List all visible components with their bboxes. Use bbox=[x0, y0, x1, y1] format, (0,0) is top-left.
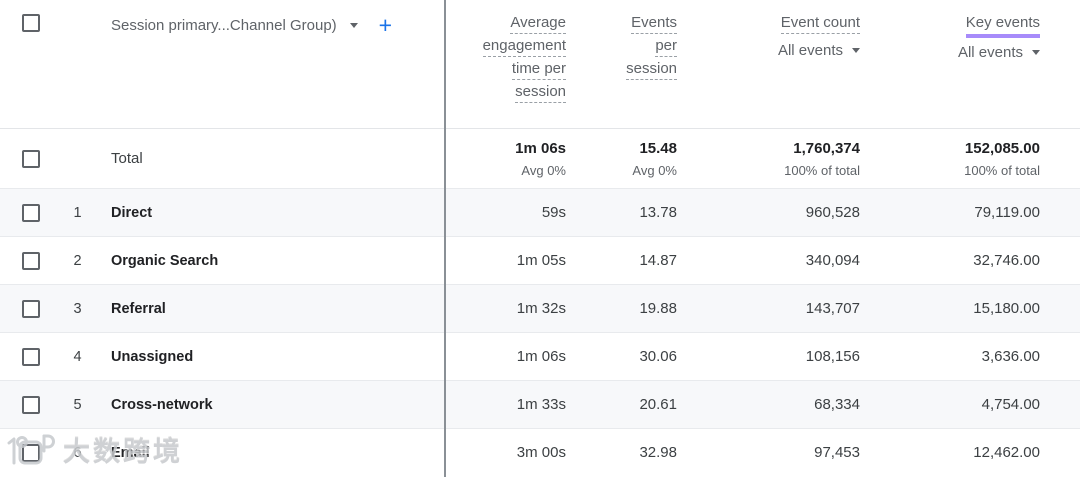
column-header-events-per-session[interactable]: Events per session bbox=[566, 0, 677, 128]
total-value: 15.48 bbox=[639, 139, 677, 157]
chevron-down-icon bbox=[852, 48, 860, 53]
cell-key-events: 32,746.00 bbox=[973, 252, 1040, 269]
channel-label: Cross-network bbox=[111, 396, 213, 413]
cell-key-events: 4,754.00 bbox=[981, 396, 1040, 413]
table-row: 1 Direct 59s 13.78 960,528 79,119.00 bbox=[0, 188, 1080, 236]
row-index: 1 bbox=[73, 204, 82, 221]
cell-events-per-session: 32.98 bbox=[639, 444, 677, 461]
channel-label: Referral bbox=[111, 300, 166, 317]
row-checkbox[interactable] bbox=[22, 443, 40, 462]
column-header-event-count[interactable]: Event count All events bbox=[677, 0, 860, 128]
row-checkbox[interactable] bbox=[22, 251, 40, 270]
total-checkbox-cell bbox=[0, 129, 60, 188]
cell-event-count: 143,707 bbox=[805, 300, 860, 317]
row-index: 6 bbox=[73, 444, 82, 461]
channel-label: Direct bbox=[111, 204, 153, 221]
total-avg-engagement-cell: 1m 06s Avg 0% bbox=[445, 129, 566, 188]
cell-key-events: 15,180.00 bbox=[973, 300, 1040, 317]
select-all-checkbox[interactable] bbox=[22, 14, 40, 32]
column-header-label-highlighted: Key events bbox=[965, 14, 1040, 38]
table-header-row: Session primary...Channel Group) + Avera… bbox=[0, 0, 1080, 128]
dimension-dropdown-label: Session primary...Channel Group) bbox=[111, 16, 337, 34]
cell-avg-engagement: 1m 32s bbox=[516, 300, 566, 317]
column-header-label: Event count bbox=[780, 14, 860, 34]
row-index: 5 bbox=[73, 396, 82, 413]
total-row-checkbox[interactable] bbox=[22, 149, 40, 168]
total-sub-label: Avg 0% bbox=[521, 162, 566, 178]
cell-event-count: 340,094 bbox=[805, 252, 860, 269]
filter-label: All events bbox=[777, 42, 843, 59]
cell-event-count: 960,528 bbox=[805, 204, 860, 221]
row-checkbox[interactable] bbox=[22, 299, 40, 318]
key-events-filter-dropdown[interactable]: All events bbox=[958, 44, 1040, 61]
cell-events-per-session: 13.78 bbox=[639, 204, 677, 221]
cell-events-per-session: 20.61 bbox=[639, 396, 677, 413]
column-header-key-events[interactable]: Key events All events bbox=[860, 0, 1080, 128]
total-value: 1m 06s bbox=[515, 139, 566, 157]
total-value: 152,085.00 bbox=[964, 139, 1040, 157]
column-resize-divider[interactable] bbox=[444, 0, 446, 477]
total-row: Total 1m 06s Avg 0% 15.48 Avg 0% 1,760,3… bbox=[0, 128, 1080, 188]
column-header-line: session bbox=[515, 83, 566, 103]
column-header-line: Average bbox=[510, 14, 566, 34]
column-header-line: session bbox=[626, 60, 677, 80]
total-value: 1,760,374 bbox=[793, 139, 860, 157]
cell-key-events: 12,462.00 bbox=[973, 444, 1040, 461]
cell-key-events: 79,119.00 bbox=[974, 204, 1040, 221]
cell-avg-engagement: 1m 05s bbox=[516, 252, 566, 269]
chevron-down-icon bbox=[349, 22, 358, 28]
add-dimension-button[interactable]: + bbox=[378, 12, 393, 38]
column-header-line: per bbox=[655, 37, 677, 57]
column-header-line: engagement bbox=[482, 37, 566, 57]
total-events-per-session-cell: 15.48 Avg 0% bbox=[566, 129, 677, 188]
index-cell bbox=[60, 129, 95, 188]
row-checkbox[interactable] bbox=[22, 203, 40, 222]
cell-avg-engagement: 3m 00s bbox=[516, 444, 566, 461]
channel-label: Organic Search bbox=[111, 252, 219, 269]
cell-key-events: 3,636.00 bbox=[981, 348, 1040, 365]
row-checkbox[interactable] bbox=[22, 347, 40, 366]
table-row: 5 Cross-network 1m 33s 20.61 68,334 4,75… bbox=[0, 380, 1080, 428]
total-sub-label: 100% of total bbox=[964, 162, 1040, 178]
row-index: 3 bbox=[73, 300, 82, 317]
cell-event-count: 97,453 bbox=[814, 444, 860, 461]
cell-avg-engagement: 1m 06s bbox=[516, 348, 566, 365]
cell-avg-engagement: 1m 33s bbox=[516, 396, 566, 413]
table-row: 3 Referral 1m 32s 19.88 143,707 15,180.0… bbox=[0, 284, 1080, 332]
event-count-filter-dropdown[interactable]: All events bbox=[778, 42, 860, 59]
cell-events-per-session: 19.88 bbox=[639, 300, 677, 317]
header-checkbox-cell bbox=[0, 0, 60, 128]
row-index: 4 bbox=[73, 348, 82, 365]
row-checkbox[interactable] bbox=[22, 395, 40, 414]
total-sub-label: 100% of total bbox=[784, 162, 860, 178]
table-row: 2 Organic Search 1m 05s 14.87 340,094 32… bbox=[0, 236, 1080, 284]
index-header-cell bbox=[60, 0, 95, 128]
column-header-avg-engagement[interactable]: Average engagement time per session bbox=[445, 0, 566, 128]
column-header-line: Events bbox=[631, 14, 677, 34]
filter-label: All events bbox=[957, 44, 1023, 61]
cell-event-count: 108,156 bbox=[805, 348, 860, 365]
dimension-header-cell: Session primary...Channel Group) + bbox=[95, 0, 445, 128]
cell-event-count: 68,334 bbox=[814, 396, 860, 413]
total-event-count-cell: 1,760,374 100% of total bbox=[677, 129, 860, 188]
cell-events-per-session: 14.87 bbox=[639, 252, 677, 269]
total-sub-label: Avg 0% bbox=[632, 162, 677, 178]
total-label: Total bbox=[111, 150, 143, 167]
row-index: 2 bbox=[73, 252, 82, 269]
cell-avg-engagement: 59s bbox=[541, 204, 566, 221]
cell-events-per-session: 30.06 bbox=[639, 348, 677, 365]
total-key-events-cell: 152,085.00 100% of total bbox=[860, 129, 1080, 188]
table-row: 6 Email 3m 00s 32.98 97,453 12,462.00 bbox=[0, 428, 1080, 476]
column-header-line: time per bbox=[511, 60, 566, 80]
chevron-down-icon bbox=[1032, 50, 1040, 55]
dimension-dropdown[interactable]: Session primary...Channel Group) + bbox=[111, 12, 393, 38]
channel-label: Email bbox=[111, 444, 150, 461]
table-row: 4 Unassigned 1m 06s 30.06 108,156 3,636.… bbox=[0, 332, 1080, 380]
total-label-cell: Total bbox=[95, 129, 445, 188]
channel-label: Unassigned bbox=[111, 348, 194, 365]
